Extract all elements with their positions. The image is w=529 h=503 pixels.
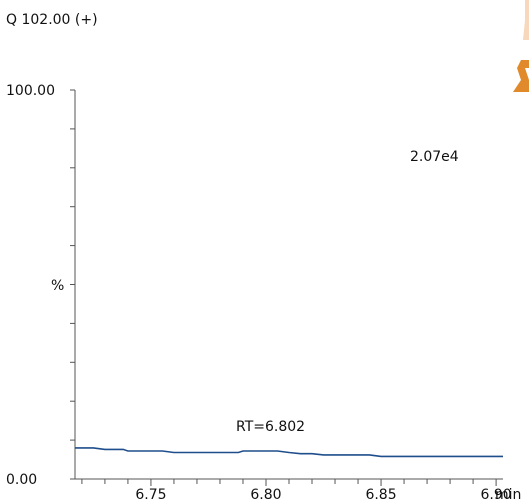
x-tick-label: 6.80 — [250, 487, 282, 503]
x-axis-unit: min — [495, 487, 522, 503]
x-tick-label: 6.75 — [135, 487, 167, 503]
y-axis-label: % — [51, 278, 65, 294]
logo-icon — [513, 0, 529, 92]
x-tick-label: 6.85 — [365, 487, 397, 503]
y-tick-label-max: 100.00 — [6, 83, 55, 99]
y-tick-label-min: 0.00 — [6, 472, 38, 488]
axes — [70, 89, 503, 486]
series-layer — [75, 447, 503, 458]
retention-time-annotation: RT=6.802 — [236, 419, 306, 435]
x-tick-label: 6.90 — [480, 487, 512, 503]
chart-title: Q 102.00 (+) — [6, 12, 98, 28]
intensity-label: 2.07e4 — [410, 149, 459, 165]
series-line — [75, 447, 503, 458]
